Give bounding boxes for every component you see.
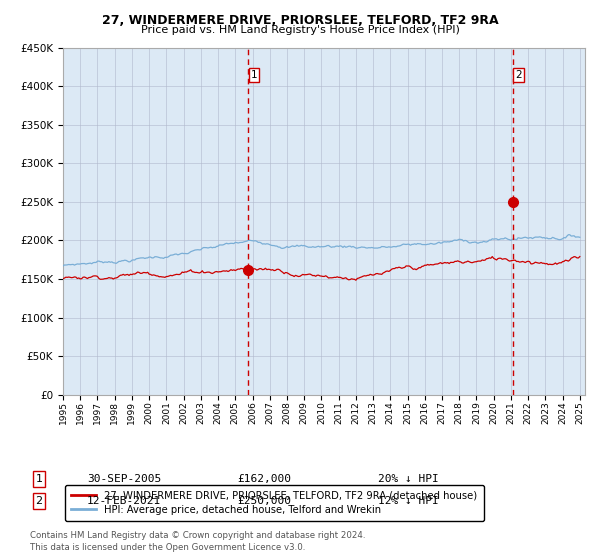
Legend: 27, WINDERMERE DRIVE, PRIORSLEE, TELFORD, TF2 9RA (detached house), HPI: Average: 27, WINDERMERE DRIVE, PRIORSLEE, TELFORD… — [65, 485, 484, 521]
Text: 2: 2 — [515, 69, 522, 80]
Text: 1: 1 — [35, 474, 43, 484]
Text: This data is licensed under the Open Government Licence v3.0.: This data is licensed under the Open Gov… — [30, 543, 305, 552]
Text: 27, WINDERMERE DRIVE, PRIORSLEE, TELFORD, TF2 9RA: 27, WINDERMERE DRIVE, PRIORSLEE, TELFORD… — [101, 14, 499, 27]
Text: Price paid vs. HM Land Registry's House Price Index (HPI): Price paid vs. HM Land Registry's House … — [140, 25, 460, 35]
Text: £162,000: £162,000 — [237, 474, 291, 484]
Text: 2: 2 — [35, 496, 43, 506]
Text: 20% ↓ HPI: 20% ↓ HPI — [378, 474, 439, 484]
Text: 30-SEP-2005: 30-SEP-2005 — [87, 474, 161, 484]
Text: 12% ↓ HPI: 12% ↓ HPI — [378, 496, 439, 506]
Text: 1: 1 — [251, 69, 257, 80]
Text: £250,000: £250,000 — [237, 496, 291, 506]
Text: Contains HM Land Registry data © Crown copyright and database right 2024.: Contains HM Land Registry data © Crown c… — [30, 531, 365, 540]
Text: 12-FEB-2021: 12-FEB-2021 — [87, 496, 161, 506]
